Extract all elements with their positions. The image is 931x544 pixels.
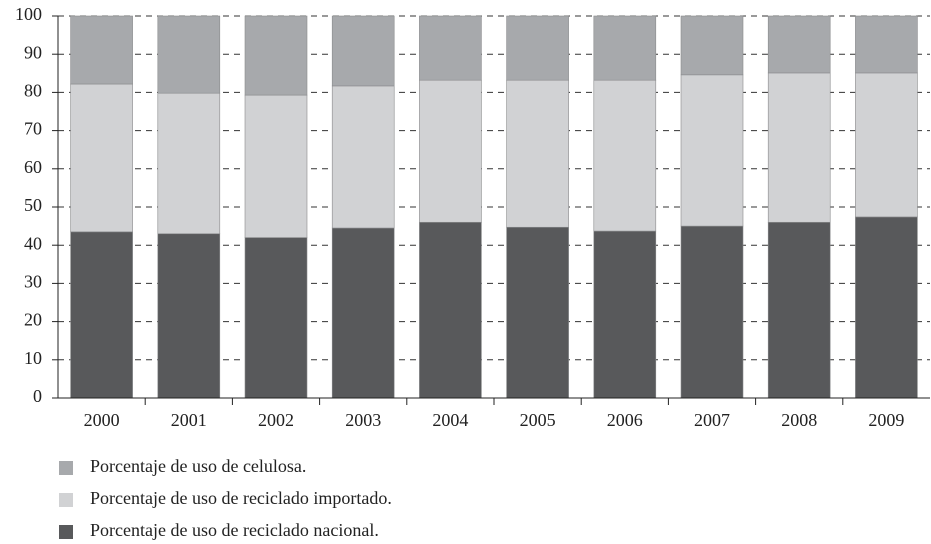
y-tick-label: 10	[24, 348, 42, 368]
bar-segment	[506, 79, 569, 228]
y-tick-label: 70	[24, 119, 42, 139]
y-tick-label: 20	[24, 310, 42, 330]
y-tick-label: 90	[24, 42, 42, 62]
bar-segment	[331, 227, 395, 399]
bar-segment	[855, 15, 918, 74]
bar-segment	[244, 15, 308, 96]
bar-segment	[855, 72, 918, 218]
bar-segment	[855, 216, 918, 399]
bar-segment	[680, 15, 744, 76]
y-tick-label: 100	[15, 4, 42, 24]
bar-segment	[157, 233, 221, 399]
bar-segment	[680, 74, 744, 227]
x-tick-label: 2002	[258, 410, 294, 430]
bar-segment	[506, 15, 569, 81]
x-tick-label: 2007	[694, 410, 730, 430]
x-tick-label: 2006	[607, 410, 643, 430]
bar-segment	[419, 79, 482, 223]
bar-segment	[680, 225, 744, 399]
bar-segment	[593, 230, 657, 399]
bar-segment	[419, 221, 482, 399]
bar-segment	[70, 83, 133, 233]
bar-segment	[593, 79, 657, 232]
bar-segment	[419, 15, 482, 81]
bar-segment	[331, 15, 395, 87]
legend-swatch	[59, 493, 73, 507]
bar-segment	[157, 92, 221, 235]
x-tick-label: 2001	[171, 410, 207, 430]
bar-segment	[767, 221, 831, 399]
y-tick-label: 80	[24, 81, 42, 101]
bar-segment	[506, 226, 569, 399]
x-tick-label: 2004	[432, 410, 468, 430]
legend-label: Porcentaje de uso de celulosa.	[90, 456, 306, 476]
x-tick-label: 2005	[520, 410, 556, 430]
x-tick-label: 2003	[345, 410, 381, 430]
bar-segment	[157, 15, 221, 94]
bar-segment	[244, 237, 308, 399]
bar-segment	[70, 231, 133, 399]
y-tick-label: 0	[33, 386, 42, 406]
bar-segment	[331, 85, 395, 229]
legend-swatch	[59, 461, 73, 475]
legend-swatch	[59, 525, 73, 539]
y-tick-label: 50	[24, 195, 42, 215]
x-tick-label: 2000	[84, 410, 120, 430]
y-tick-label: 30	[24, 272, 42, 292]
bar-segment	[593, 15, 657, 81]
y-tick-label: 60	[24, 157, 42, 177]
bar-segment	[70, 15, 133, 85]
x-tick-label: 2008	[781, 410, 817, 430]
bar-segment	[767, 72, 831, 223]
y-tick-label: 40	[24, 233, 42, 253]
bar-segment	[244, 94, 308, 238]
legend-label: Porcentaje de uso de reciclado nacional.	[90, 520, 379, 540]
bar-segment	[767, 15, 831, 74]
x-tick-label: 2009	[868, 410, 904, 430]
legend-label: Porcentaje de uso de reciclado importado…	[90, 488, 392, 508]
